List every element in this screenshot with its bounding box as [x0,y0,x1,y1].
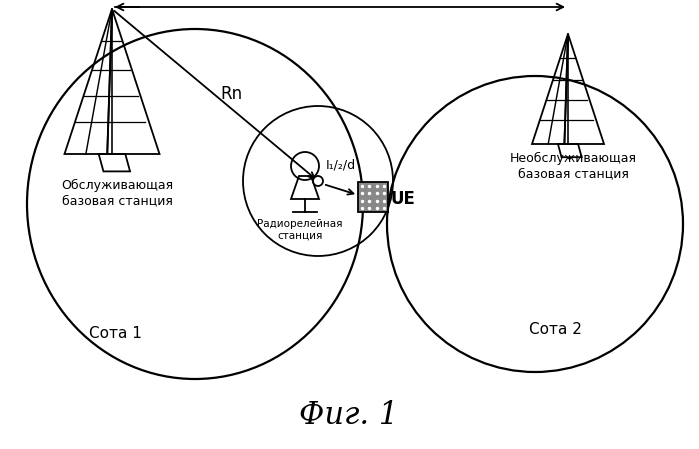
Text: Радиорелейная
станция: Радиорелейная станция [257,219,343,241]
Text: Необслуживающая
базовая станция: Необслуживающая базовая станция [510,152,637,180]
Bar [358,182,388,212]
Circle shape [313,176,323,186]
Text: Сота 2: Сота 2 [528,321,582,336]
Text: Обслуживающая
базовая станция: Обслуживающая базовая станция [61,180,173,207]
Text: Сота 1: Сота 1 [89,326,141,342]
Text: I₁/₂/d: I₁/₂/d [326,158,356,171]
Text: Фиг. 1: Фиг. 1 [299,400,398,431]
Text: UE: UE [391,190,416,208]
Text: Rn: Rn [220,85,242,103]
